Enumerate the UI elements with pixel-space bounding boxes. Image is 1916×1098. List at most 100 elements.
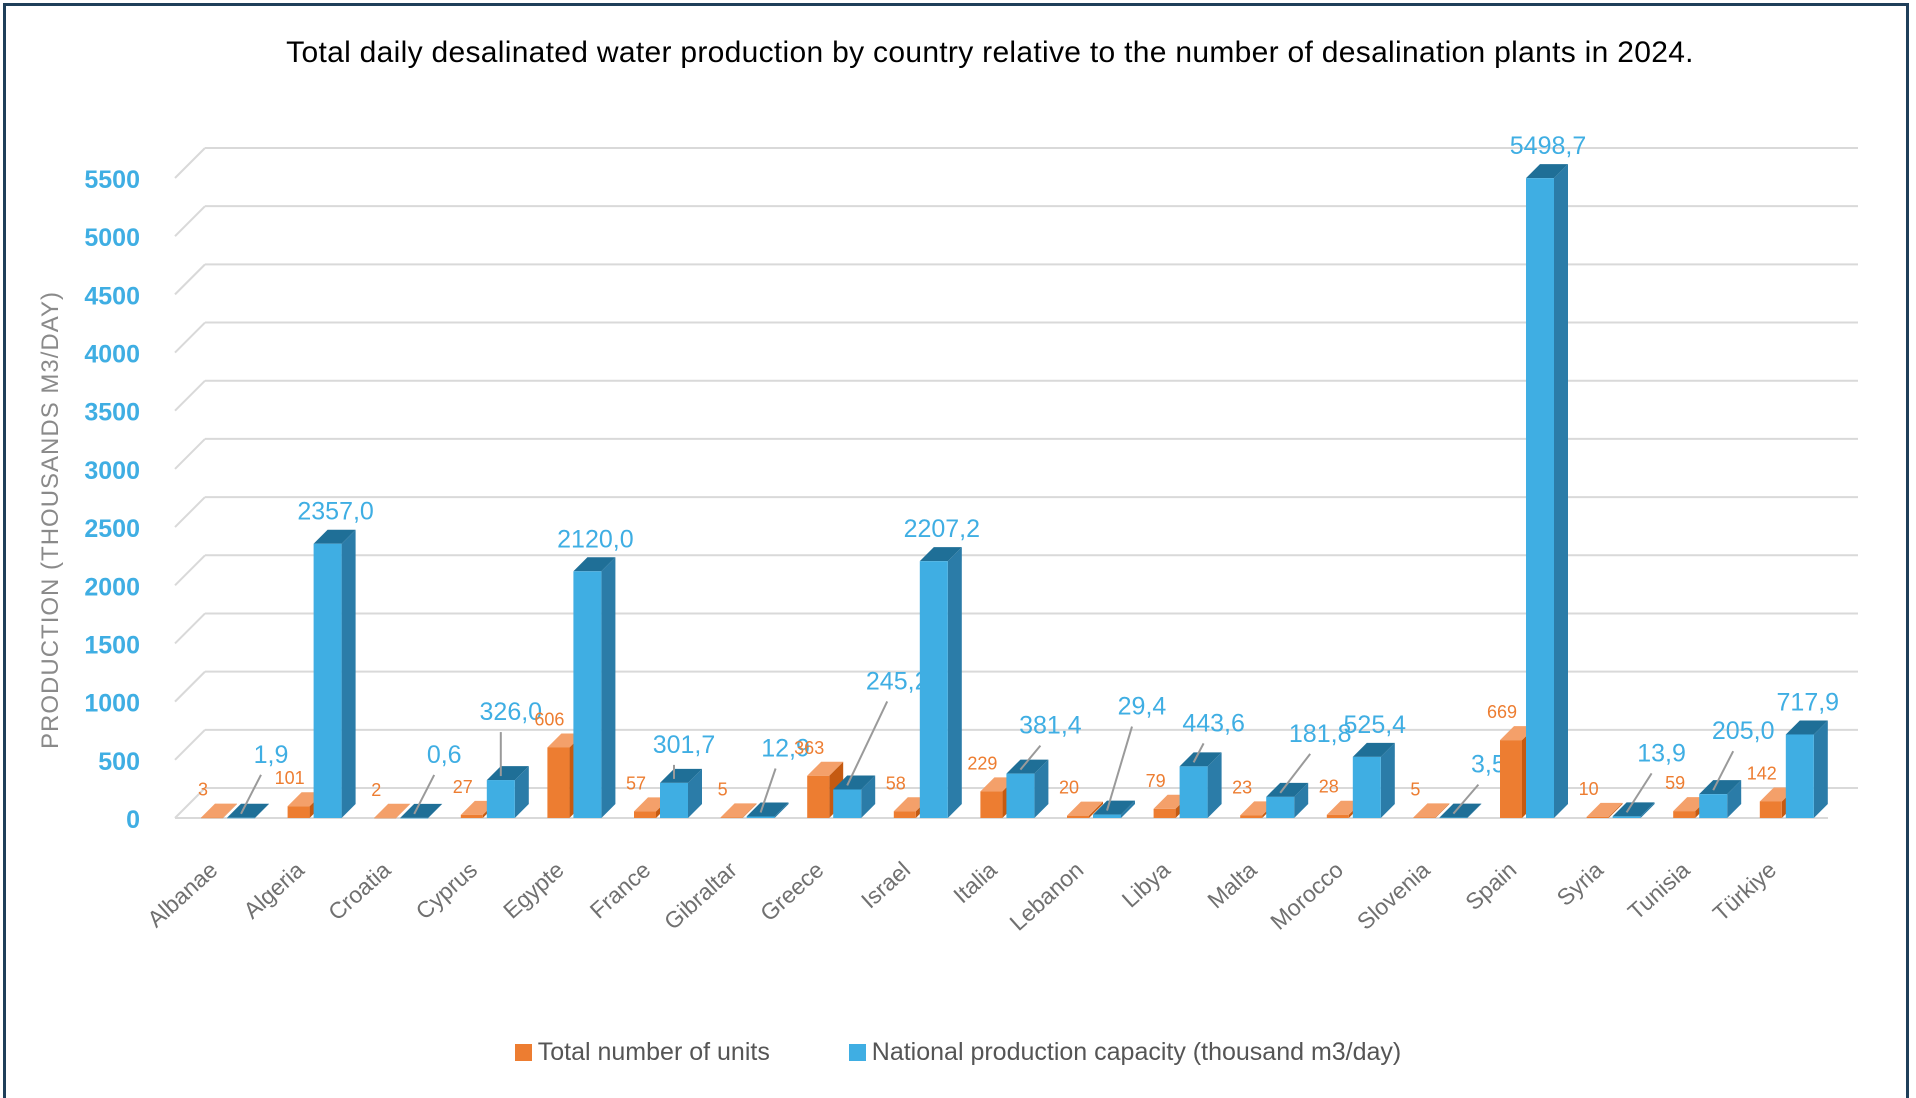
y-axis-label: PRODUCTION (THOUSANDS M3/DAY) [37, 291, 64, 749]
x-tick-label: Tunisia [1623, 856, 1695, 925]
bar-capacity-side [341, 529, 356, 818]
data-label-units: 3 [198, 780, 208, 800]
chart-legend: Total number of units National productio… [0, 1038, 1916, 1068]
y-tick-label: 4500 [84, 282, 140, 310]
bar-capacity [1266, 782, 1309, 818]
gridline-connector [174, 612, 206, 645]
bar-capacity-side [1640, 802, 1655, 818]
bar-units [1413, 803, 1450, 818]
x-tick-label: Syria [1552, 856, 1608, 911]
bar-capacity [1006, 759, 1049, 818]
bar-units-side [742, 803, 757, 818]
bar-capacity [1179, 752, 1222, 818]
data-label-leader [1712, 750, 1735, 791]
bar-units-front [1759, 801, 1782, 818]
legend-label-capacity: National production capacity (thousand m… [871, 1038, 1402, 1066]
bar-capacity-front [486, 780, 515, 818]
bar-capacity-top [1526, 164, 1568, 179]
x-tick-label: Gibraltar [659, 856, 742, 935]
bar-units-front [1326, 814, 1349, 818]
data-label-capacity: 2120,0 [557, 525, 633, 553]
legend-item-capacity: National production capacity (thousand m… [848, 1038, 1402, 1067]
y-tick-label: 4000 [84, 341, 140, 369]
bar-capacity-top [1699, 780, 1742, 795]
bar-units-top [1413, 803, 1450, 818]
data-label-units: 57 [626, 773, 646, 793]
x-tick-label: Egypte [498, 856, 569, 923]
bar-units-front [893, 811, 916, 818]
data-label-capacity: 301,7 [653, 731, 716, 759]
bar-capacity-side [861, 775, 876, 818]
bar-capacity-front [1352, 756, 1381, 818]
bar-units-side [1608, 802, 1623, 818]
bar-units-front [634, 811, 656, 818]
bar-units-front [374, 817, 397, 819]
legend-swatch-capacity [848, 1044, 866, 1061]
bar-capacity [1612, 802, 1655, 818]
bar-capacity-front [1266, 796, 1295, 818]
bar-capacity-front [1526, 178, 1554, 819]
bar-units-side [1435, 803, 1450, 818]
x-tick-label: Spain [1460, 856, 1521, 915]
bar-capacity-side [1554, 164, 1568, 819]
data-label-leader [846, 701, 889, 786]
x-tick-label: France [585, 856, 656, 923]
bar-capacity [746, 802, 789, 818]
data-label-units: 27 [453, 777, 473, 797]
bar-capacity-side [1034, 759, 1049, 818]
data-label-units: 5 [1410, 779, 1420, 799]
bar-capacity-top [1266, 782, 1309, 797]
bar-units-top [1067, 801, 1103, 816]
bar-capacity-front [919, 561, 948, 818]
data-label-units: 2 [371, 780, 381, 800]
data-label-units: 669 [1487, 702, 1517, 722]
bar-capacity-top [1093, 800, 1135, 815]
bar-capacity-side [514, 766, 529, 818]
bar-capacity-top [313, 529, 356, 544]
bar-capacity-front [1006, 773, 1035, 818]
bar-units-front [547, 747, 570, 818]
legend-label-units: Total number of units [537, 1038, 770, 1066]
bar-capacity-side [947, 547, 962, 818]
data-label-capacity: 1,9 [254, 741, 289, 769]
bar-capacity-side [1294, 782, 1309, 818]
data-label-capacity: 0,6 [427, 741, 462, 769]
bar-capacity [833, 775, 876, 818]
bar-capacity-top [746, 802, 789, 817]
data-label-units: 23 [1232, 777, 1252, 797]
bar-capacity-side [1727, 780, 1742, 818]
x-tick-label: Croatia [323, 856, 396, 925]
bar-capacity [1352, 742, 1395, 818]
gridline-connector [174, 729, 206, 761]
bar-units-front [980, 791, 1003, 818]
bar-capacity-front [833, 789, 862, 818]
bar-capacity-front [1179, 766, 1208, 818]
gridline-connector [174, 496, 206, 528]
bar-capacity-front [1612, 816, 1641, 818]
x-tick-label: Malta [1202, 856, 1261, 913]
bar-capacity [1093, 800, 1135, 818]
data-label-leader [1452, 783, 1480, 815]
bar-capacity-top [573, 557, 616, 572]
bar-capacity-side [688, 768, 702, 818]
bar-capacity-top [227, 803, 269, 818]
bar-units-front [201, 817, 223, 819]
data-label-capacity: 525,4 [1344, 711, 1407, 739]
data-label-capacity: 13,9 [1637, 739, 1686, 767]
bar-capacity [227, 803, 269, 819]
bar-units-side [223, 803, 237, 818]
data-label-capacity: 29,4 [1118, 693, 1167, 721]
legend-swatch-units [514, 1044, 532, 1061]
bar-capacity-top [1439, 803, 1482, 818]
data-label-capacity: 381,4 [1019, 712, 1082, 740]
data-label-units: 606 [534, 709, 564, 729]
bar-units-front [1586, 816, 1609, 818]
data-label-capacity: 12,9 [761, 734, 810, 762]
data-label-capacity: 5498,7 [1510, 132, 1586, 160]
bar-capacity [400, 803, 443, 819]
data-label-capacity: 205,0 [1712, 717, 1775, 745]
gridline-connector [174, 554, 206, 586]
bar-capacity-top [1612, 802, 1655, 817]
data-label-units: 79 [1146, 771, 1166, 791]
